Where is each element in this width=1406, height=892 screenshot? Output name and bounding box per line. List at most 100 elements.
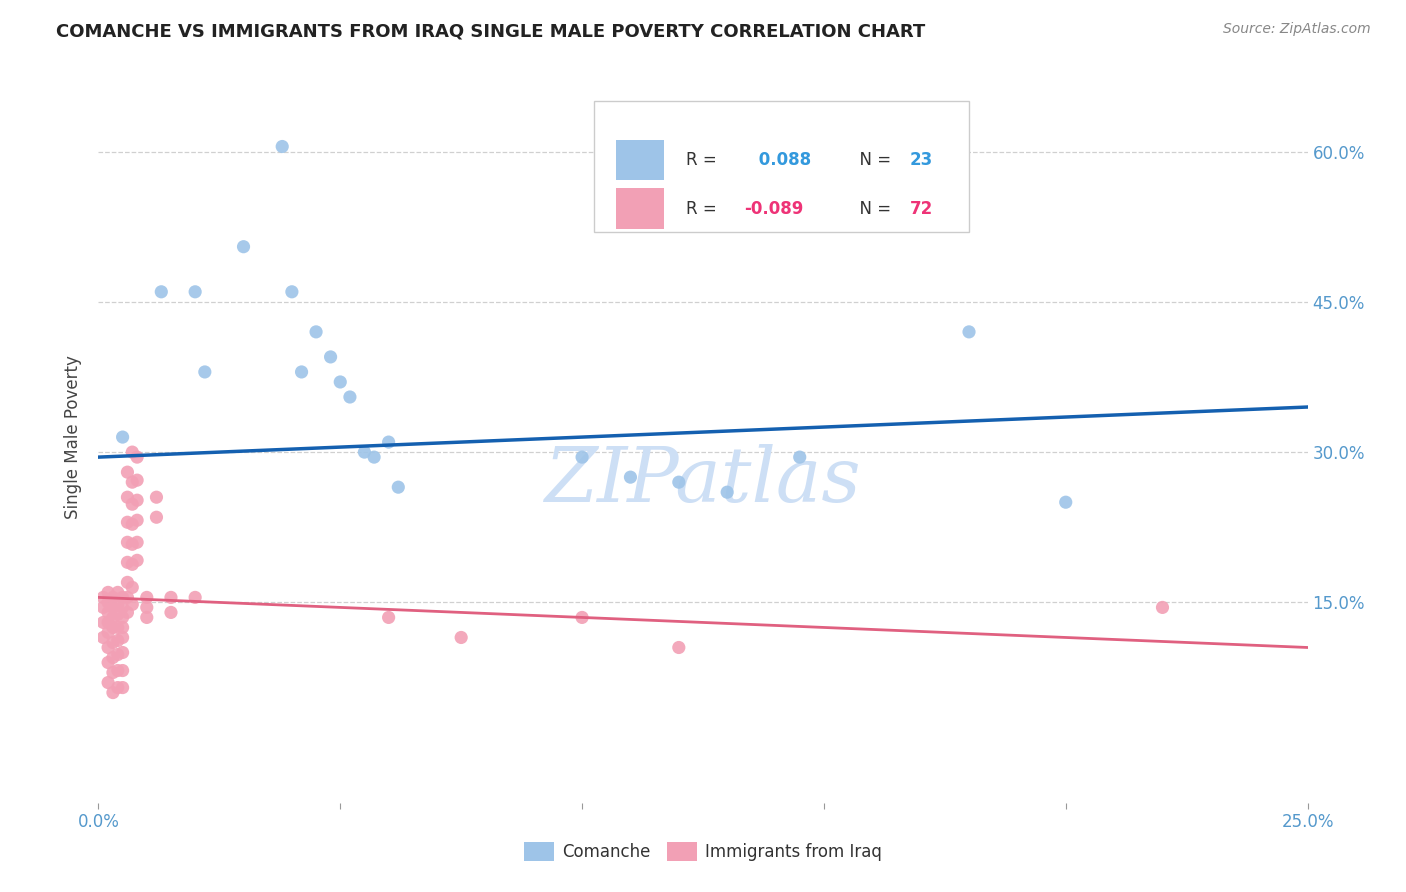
Point <box>101 610 124 624</box>
Point <box>107 598 129 612</box>
Point <box>232 240 254 254</box>
Text: 72: 72 <box>910 200 934 218</box>
Point <box>111 631 134 645</box>
Point <box>145 510 167 524</box>
Point <box>111 664 134 678</box>
Point <box>111 430 134 444</box>
Point <box>305 325 328 339</box>
Y-axis label: Single Male Poverty: Single Male Poverty <box>65 355 83 519</box>
Text: 23: 23 <box>910 151 934 169</box>
Point <box>117 575 139 590</box>
Point <box>127 535 149 549</box>
Text: N =: N = <box>849 151 897 169</box>
Point <box>111 646 134 660</box>
Point <box>377 610 399 624</box>
Point <box>101 600 124 615</box>
Legend: Comanche, Immigrants from Iraq: Comanche, Immigrants from Iraq <box>517 835 889 868</box>
FancyBboxPatch shape <box>616 140 664 180</box>
Text: ZIPatlas: ZIPatlas <box>544 444 862 518</box>
Point <box>91 631 114 645</box>
Point <box>160 591 183 605</box>
Point <box>117 515 139 529</box>
Text: 0.088: 0.088 <box>752 151 811 169</box>
Point <box>668 640 690 655</box>
Point <box>117 490 139 504</box>
Point <box>107 607 129 622</box>
Point <box>363 450 385 464</box>
Point <box>101 685 124 699</box>
Point <box>1152 600 1174 615</box>
Point <box>97 675 120 690</box>
Point <box>107 633 129 648</box>
Point <box>619 470 641 484</box>
Point <box>339 390 361 404</box>
Text: COMANCHE VS IMMIGRANTS FROM IRAQ SINGLE MALE POVERTY CORRELATION CHART: COMANCHE VS IMMIGRANTS FROM IRAQ SINGLE … <box>56 22 925 40</box>
Point <box>957 325 980 339</box>
Point <box>101 620 124 634</box>
Point <box>111 681 134 695</box>
Point <box>97 640 120 655</box>
Point <box>111 600 134 615</box>
Point <box>111 610 134 624</box>
Point <box>117 606 139 620</box>
Point <box>184 591 207 605</box>
Point <box>127 493 149 508</box>
Point <box>121 537 143 551</box>
Point <box>121 517 143 532</box>
Point <box>117 591 139 605</box>
Point <box>571 610 593 624</box>
Point <box>121 445 143 459</box>
Point <box>121 497 143 511</box>
Point <box>121 598 143 612</box>
Point <box>127 450 149 464</box>
Point <box>271 139 294 153</box>
Point <box>97 595 120 609</box>
Point <box>121 558 143 572</box>
Point <box>97 585 120 599</box>
Text: N =: N = <box>849 200 897 218</box>
Point <box>101 665 124 680</box>
Point <box>117 535 139 549</box>
Point <box>668 475 690 490</box>
Point <box>107 585 129 599</box>
Point <box>135 591 157 605</box>
Point <box>107 648 129 662</box>
Point <box>377 435 399 450</box>
Text: -0.089: -0.089 <box>744 200 803 218</box>
Point <box>111 591 134 605</box>
Point <box>145 490 167 504</box>
Point <box>101 591 124 605</box>
Point <box>107 620 129 634</box>
Point <box>127 513 149 527</box>
Point <box>194 365 217 379</box>
Point <box>97 606 120 620</box>
Point <box>111 620 134 634</box>
Point <box>107 664 129 678</box>
Point <box>97 656 120 670</box>
Point <box>91 615 114 630</box>
Point <box>150 285 173 299</box>
Point <box>117 465 139 479</box>
Point <box>1054 495 1077 509</box>
Point <box>329 375 352 389</box>
Point <box>117 555 139 569</box>
Point <box>101 650 124 665</box>
Point <box>127 553 149 567</box>
Point <box>121 475 143 490</box>
Point <box>127 473 149 487</box>
Point <box>121 580 143 594</box>
Point <box>716 485 738 500</box>
Point <box>387 480 409 494</box>
Point <box>353 445 375 459</box>
Point <box>97 615 120 630</box>
Point <box>184 285 207 299</box>
Point <box>319 350 342 364</box>
Point <box>91 600 114 615</box>
Point <box>160 606 183 620</box>
Point <box>281 285 304 299</box>
Point <box>101 635 124 649</box>
Point <box>135 600 157 615</box>
Point <box>107 681 129 695</box>
Point <box>97 625 120 640</box>
FancyBboxPatch shape <box>595 101 969 232</box>
